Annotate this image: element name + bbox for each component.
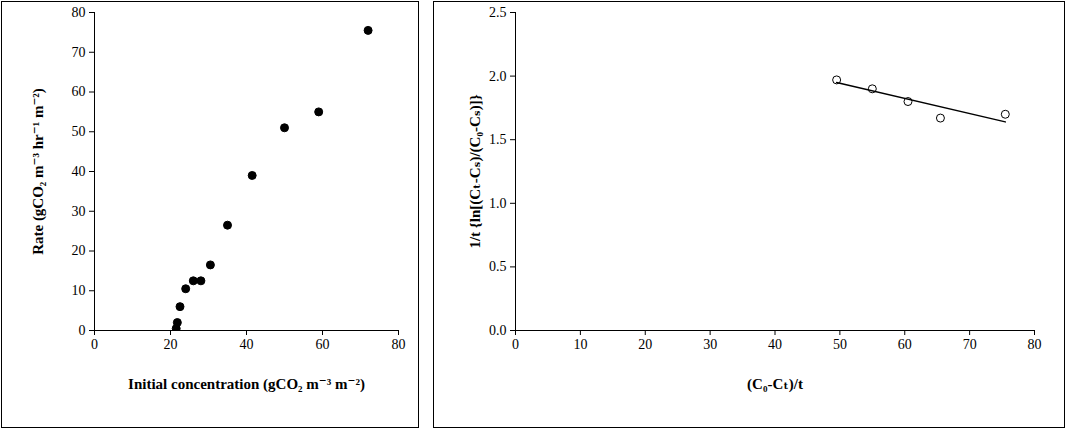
svg-text:0: 0 [79,323,86,338]
svg-text:1.0: 1.0 [489,196,507,211]
svg-text:60: 60 [316,337,330,352]
svg-text:(C₀-Cₜ)/t: (C₀-Cₜ)/t [747,376,803,393]
svg-text:1/t {ln[(Cₜ-Cₛ)/(C₀-Cₛ)]}: 1/t {ln[(Cₜ-Cₛ)/(C₀-Cₛ)]} [467,94,484,248]
svg-text:70: 70 [963,337,977,352]
svg-text:20: 20 [164,337,178,352]
svg-text:50: 50 [833,337,847,352]
svg-text:2.5: 2.5 [489,5,507,20]
svg-text:20: 20 [638,337,652,352]
svg-text:60: 60 [898,337,912,352]
svg-text:40: 40 [72,164,86,179]
svg-text:80: 80 [72,5,86,20]
svg-text:40: 40 [240,337,254,352]
svg-text:0: 0 [91,337,98,352]
svg-text:50: 50 [72,124,86,139]
svg-text:30: 30 [703,337,717,352]
svg-text:1.5: 1.5 [489,132,507,147]
svg-text:2.0: 2.0 [489,69,507,84]
svg-text:10: 10 [573,337,587,352]
svg-text:10: 10 [72,283,86,298]
svg-text:70: 70 [72,45,86,60]
svg-text:60: 60 [72,84,86,99]
svg-text:20: 20 [72,243,86,258]
svg-text:0: 0 [512,337,519,352]
svg-text:Rate (gCO₂ m⁻³ hr⁻¹ m⁻²): Rate (gCO₂ m⁻³ hr⁻¹ m⁻²) [30,88,47,255]
svg-text:40: 40 [768,337,782,352]
svg-text:80: 80 [1028,337,1042,352]
svg-text:0.0: 0.0 [489,323,507,338]
svg-text:80: 80 [392,337,406,352]
svg-text:0.5: 0.5 [489,259,507,274]
svg-text:30: 30 [72,204,86,219]
svg-text:Initial concentration (gCO₂ m⁻: Initial concentration (gCO₂ m⁻³ m⁻²) [128,376,365,393]
